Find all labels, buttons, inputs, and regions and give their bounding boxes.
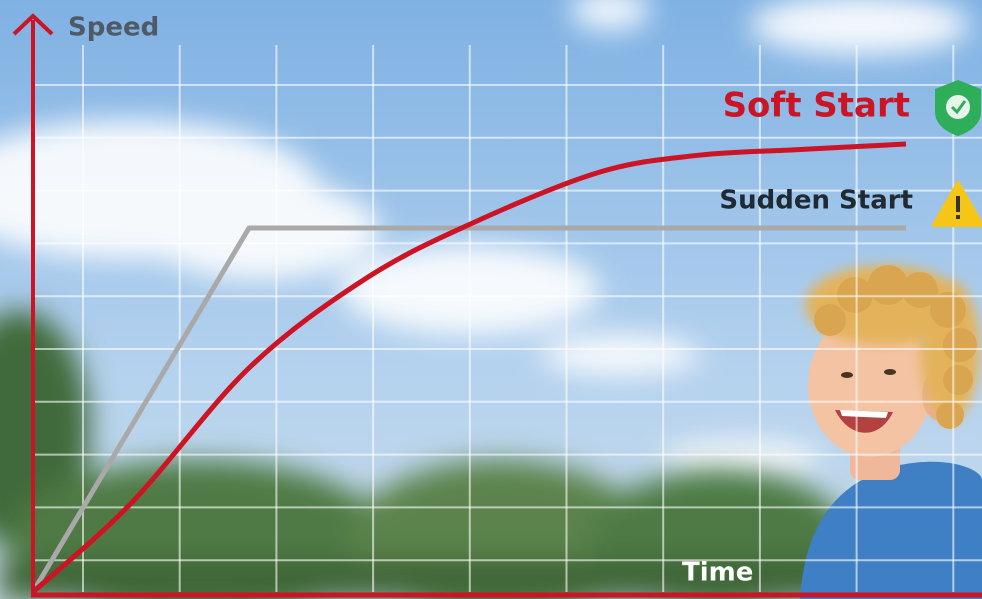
y-axis-label: Speed	[68, 13, 159, 43]
legend-label: Sudden Start	[719, 186, 913, 216]
legend-label: Soft Start	[723, 86, 910, 126]
x-axis-label: Time	[682, 558, 753, 588]
chart: Speed Time Soft Start Sudden Start	[0, 0, 982, 599]
